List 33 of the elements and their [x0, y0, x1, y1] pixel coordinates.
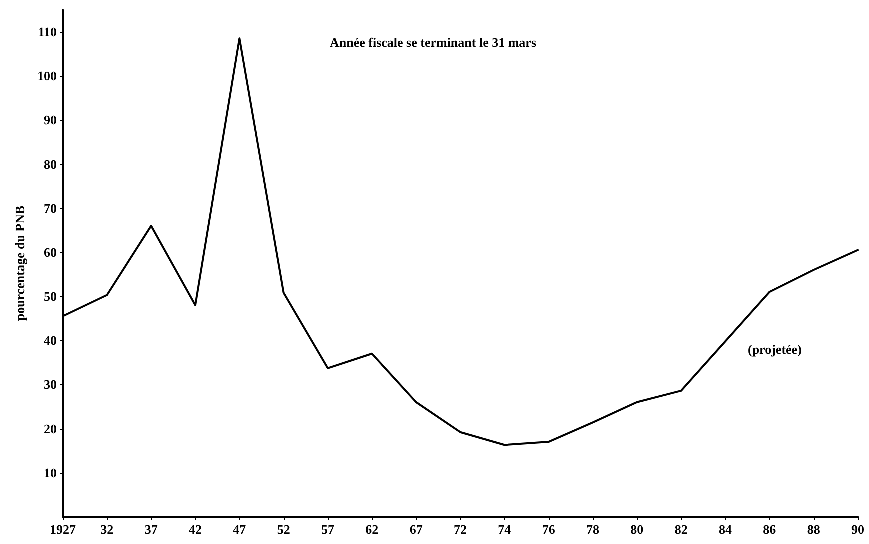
y-tick-label: 110 — [38, 24, 57, 40]
annotation: Année fiscale se terminant le 31 mars — [330, 35, 537, 50]
x-tick-label: 42 — [189, 522, 202, 537]
y-tick-label: 100 — [38, 68, 57, 84]
x-tick-label: 52 — [277, 522, 290, 537]
y-axis-title: pourcentage du PNB — [12, 206, 28, 322]
y-tick-label: 10 — [44, 465, 57, 480]
x-tick-label: 47 — [233, 522, 247, 537]
y-tick-label: 90 — [44, 112, 57, 128]
x-tick-label: 84 — [719, 522, 732, 537]
x-tick-label: 37 — [144, 522, 158, 537]
x-tick-label: 86 — [763, 522, 777, 537]
y-tick-label: 70 — [44, 200, 57, 216]
y-tick-label: 40 — [44, 333, 57, 348]
x-tick-label: 1927 — [50, 522, 76, 537]
x-tick-label: 32 — [100, 522, 114, 537]
x-tick-label: 90 — [852, 522, 864, 537]
y-tick-label: 30 — [44, 377, 57, 392]
y-tick-label: 60 — [44, 244, 57, 260]
x-tick-label: 82 — [674, 522, 688, 537]
x-tick-label: 78 — [586, 522, 600, 537]
x-tick-label: 76 — [542, 522, 556, 537]
y-tick-label: 50 — [44, 289, 57, 304]
x-tick-label: 57 — [322, 522, 335, 537]
x-tick-label: 80 — [630, 522, 644, 537]
annotation: (projetée) — [748, 342, 802, 357]
x-tick-label: 67 — [410, 522, 424, 537]
x-tick-label: 62 — [366, 522, 379, 537]
x-tick-label: 74 — [498, 522, 512, 537]
y-tick-label: 20 — [44, 421, 57, 436]
x-tick-label: 72 — [454, 522, 467, 537]
y-tick-label: 80 — [44, 156, 57, 172]
x-tick-label: 88 — [807, 522, 821, 537]
